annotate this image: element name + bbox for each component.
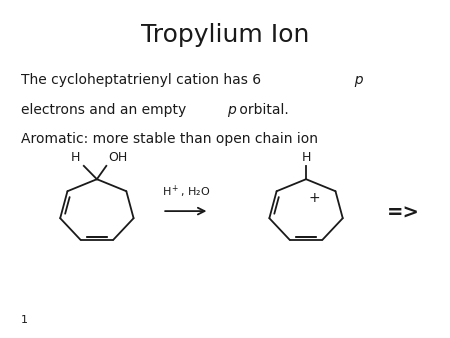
Text: Tropylium Ion: Tropylium Ion [141, 23, 309, 47]
Text: The cycloheptatrienyl cation has 6: The cycloheptatrienyl cation has 6 [21, 73, 270, 87]
Text: +: + [308, 191, 319, 205]
Text: Aromatic: more stable than open chain ion: Aromatic: more stable than open chain io… [21, 132, 318, 146]
Text: orbital.: orbital. [235, 102, 288, 117]
Text: electrons and an empty: electrons and an empty [21, 102, 190, 117]
Text: =>: => [387, 204, 420, 223]
Text: The cycloheptatrienyl cation has 6: The cycloheptatrienyl cation has 6 [21, 73, 265, 87]
Text: OH: OH [108, 151, 128, 164]
Text: p: p [227, 102, 236, 117]
Text: 1: 1 [21, 315, 27, 325]
Text: H: H [70, 151, 80, 164]
Text: p: p [351, 73, 363, 87]
Text: H: H [302, 151, 311, 164]
Text: H$^+$, H₂O: H$^+$, H₂O [162, 184, 210, 200]
